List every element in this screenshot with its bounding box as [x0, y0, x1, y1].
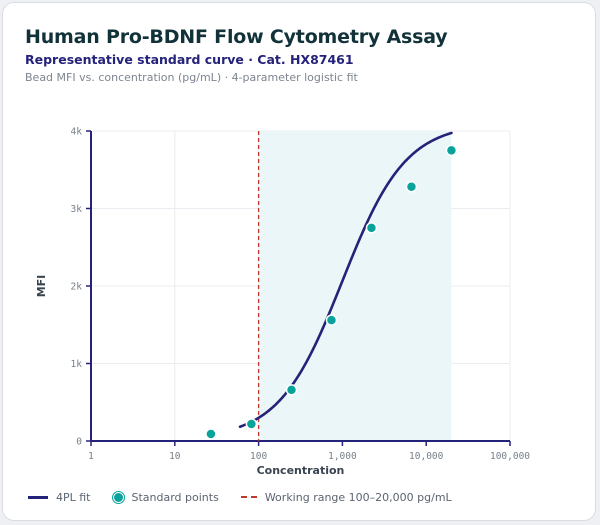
axes	[86, 130, 511, 446]
legend-item-fit[interactable]: 4PL fit	[28, 491, 91, 504]
x-tick-label: 1,000	[328, 451, 357, 462]
data-point	[285, 384, 298, 396]
legend-item-points[interactable]: Standard points	[112, 490, 219, 504]
x-tick-label: 1	[88, 451, 94, 462]
data-point	[325, 314, 338, 326]
y-tick-label: 3k	[71, 204, 83, 215]
x-tick-label: 10,000	[409, 451, 444, 462]
working-range-band	[258, 131, 452, 441]
data-point	[445, 144, 458, 157]
y-tick-label: 2k	[71, 282, 83, 293]
data-point	[245, 418, 258, 430]
x-tick-label: 10	[169, 451, 181, 462]
data-point	[365, 222, 378, 234]
x-axis-title: Concentration	[257, 464, 345, 477]
legend: 4PL fit Standard points Working range 10…	[28, 489, 474, 505]
chart-title: Human Pro-BDNF Flow Cytometry Assay	[25, 26, 448, 48]
legend-item-range[interactable]: Working range 100–20,000 pg/mL	[240, 490, 452, 504]
chart-subtitle: Representative standard curve · Cat. HX8…	[25, 52, 354, 67]
legend-points-label: Standard points	[131, 490, 219, 504]
y-tick-label: 1k	[71, 359, 83, 370]
fit-swatch-icon	[28, 495, 48, 499]
fit-curve	[238, 131, 453, 429]
y-tick-label: 0	[76, 437, 82, 448]
legend-range-label: Working range 100–20,000 pg/mL	[264, 490, 452, 504]
point-swatch-icon	[112, 491, 124, 503]
chart-caption: Bead MFI vs. concentration (pg/mL) · 4-p…	[25, 71, 358, 84]
y-axis-title: MFI	[35, 275, 48, 298]
data-point	[405, 181, 418, 193]
dash-swatch-icon	[240, 496, 257, 498]
tick-labels: 1 10 100 1,000 10,000 100,000 0 1k 2k 3k 4k	[71, 127, 531, 463]
legend-fit-label: 4PL fit	[56, 490, 91, 504]
x-tick-label: 100,000	[490, 451, 530, 462]
x-tick-label: 100	[250, 451, 267, 462]
standard-points	[205, 144, 458, 440]
data-point	[205, 428, 217, 440]
y-tick-label: 4k	[71, 127, 83, 138]
